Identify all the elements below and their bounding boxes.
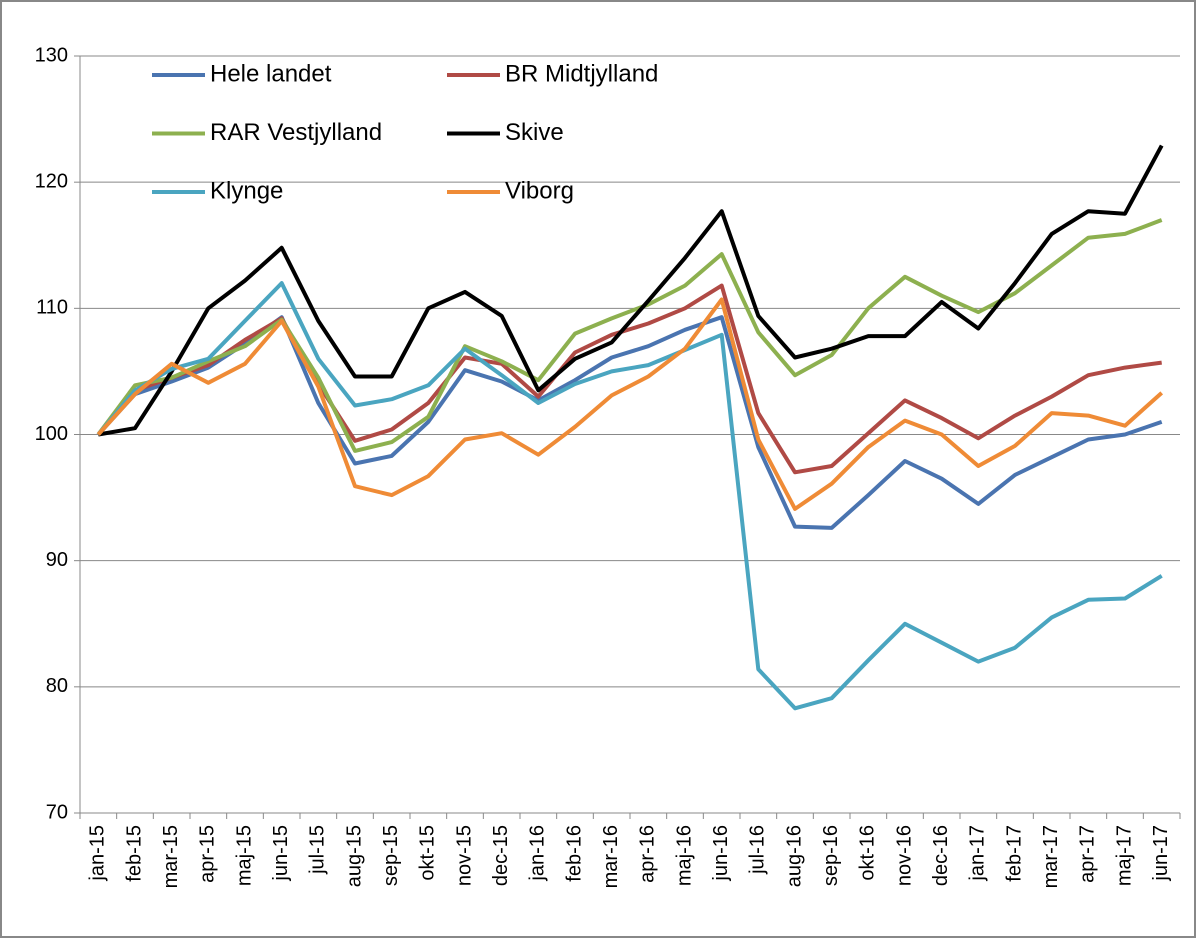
legend-label: RAR Vestjylland — [210, 119, 382, 146]
x-tick-label: sep-16 — [820, 825, 842, 886]
series-line — [97, 144, 1164, 437]
x-tick-label: aug-15 — [343, 825, 365, 887]
y-tick-label: 110 — [36, 297, 68, 319]
y-tick-label: 100 — [35, 423, 68, 445]
x-tick-label: jul-16 — [747, 825, 769, 875]
y-tick-label: 130 — [35, 44, 68, 66]
legend-label: Hele landet — [210, 60, 332, 87]
series-line — [96, 218, 1163, 453]
x-tick-label: jun-17 — [1150, 825, 1172, 882]
y-tick-label: 80 — [46, 675, 68, 697]
y-tick-label: 90 — [46, 549, 68, 571]
x-tick-label: apr-17 — [1077, 825, 1099, 883]
x-tick-label: mar-16 — [600, 825, 622, 888]
x-tick-label: okt-16 — [857, 825, 879, 881]
y-tick-label: 120 — [35, 170, 68, 192]
x-tick-label: maj-16 — [673, 825, 695, 886]
series-line — [96, 281, 1163, 711]
x-tick-label: jan-17 — [967, 825, 989, 882]
x-tick-label: nov-15 — [453, 825, 475, 886]
x-tick-label: feb-16 — [563, 825, 585, 882]
legend-label: Klynge — [210, 177, 283, 204]
x-tick-label: aug-16 — [783, 825, 805, 887]
x-tick-label: maj-15 — [233, 825, 255, 886]
x-tick-label: apr-16 — [637, 825, 659, 883]
x-tick-label: jun-15 — [270, 825, 292, 882]
x-tick-label: feb-15 — [123, 825, 145, 882]
x-tick-label: nov-16 — [893, 825, 915, 886]
legend-label: Skive — [505, 119, 564, 146]
x-tick-label: jan-15 — [87, 825, 109, 882]
x-tick-label: feb-17 — [1003, 825, 1025, 882]
x-tick-label: sep-15 — [380, 825, 402, 886]
series-line — [96, 297, 1164, 511]
x-tick-label: dec-15 — [490, 825, 512, 886]
x-tick-label: mar-15 — [160, 825, 182, 888]
x-tick-label: apr-15 — [197, 825, 219, 883]
x-tick-label: okt-15 — [417, 825, 439, 881]
legend-label: BR Midtjylland — [505, 60, 658, 87]
x-tick-label: mar-17 — [1040, 825, 1062, 888]
x-tick-label: jun-16 — [710, 825, 732, 882]
legend-label: Viborg — [505, 177, 574, 204]
x-tick-label: jul-15 — [307, 825, 329, 875]
x-tick-label: maj-17 — [1113, 825, 1135, 886]
x-tick-label: dec-16 — [930, 825, 952, 886]
y-tick-label: 70 — [46, 801, 68, 823]
x-tick-label: jan-16 — [527, 825, 549, 882]
